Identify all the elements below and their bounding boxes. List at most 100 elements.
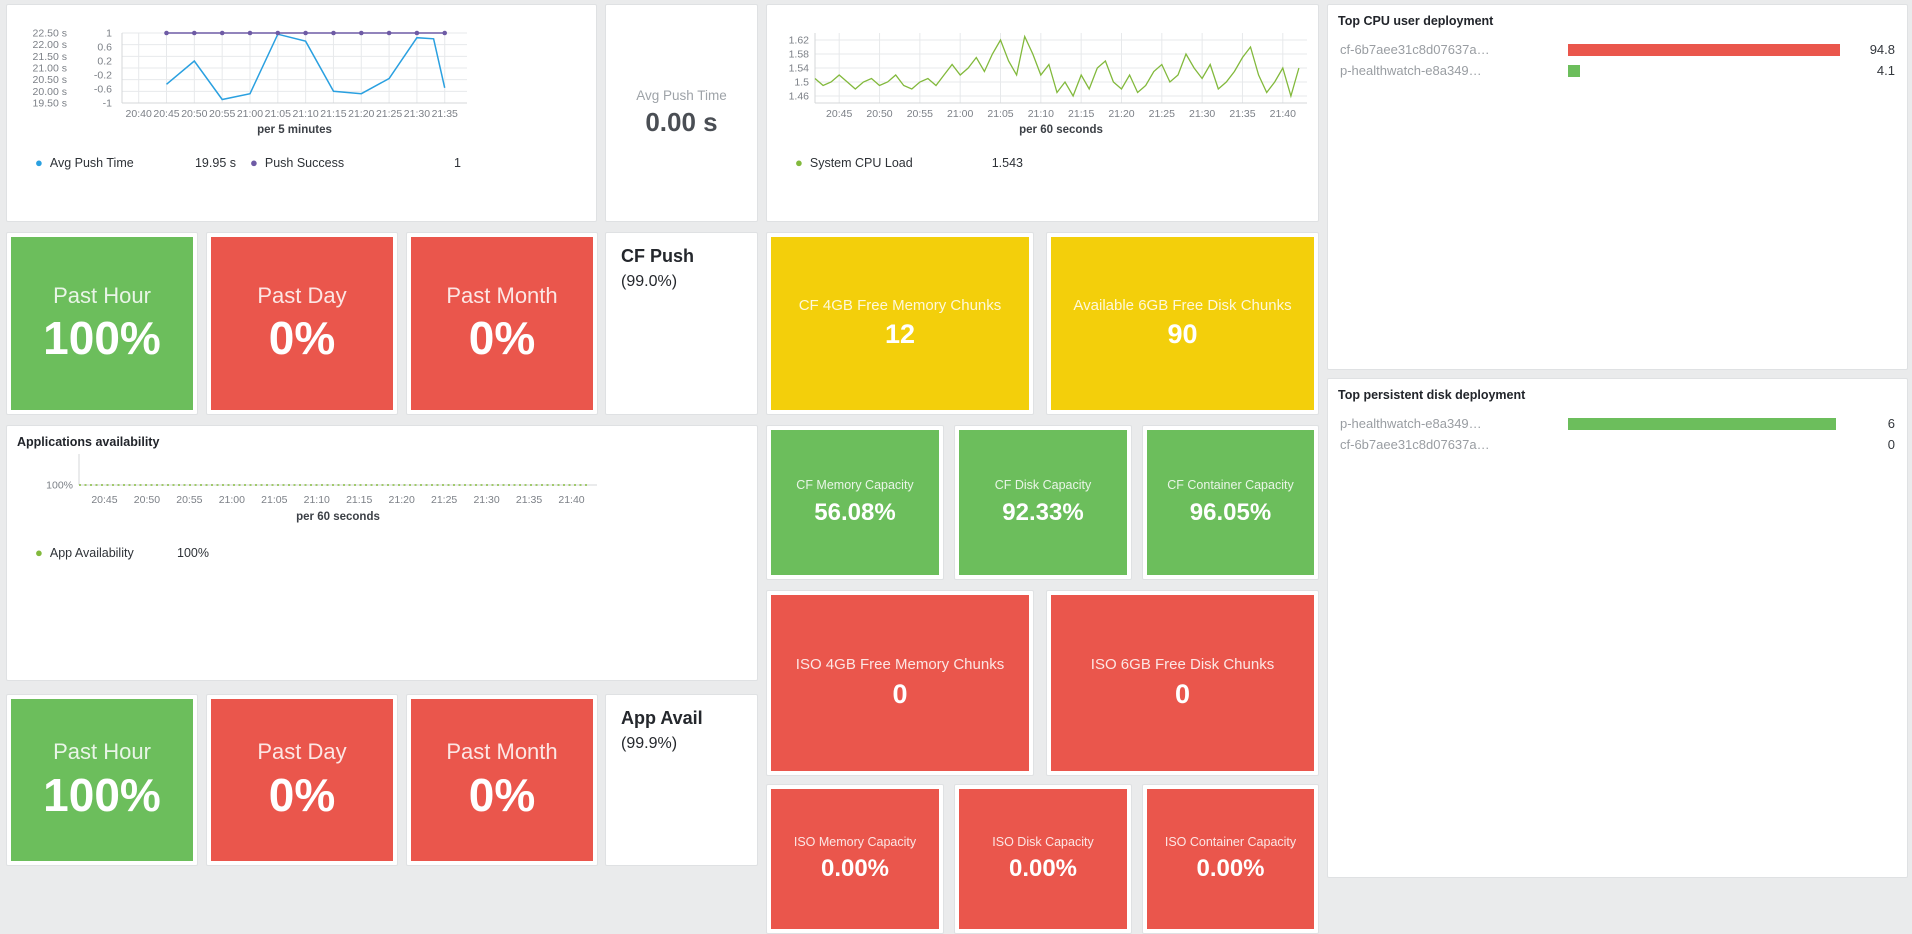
app-availability-chart-legend: ● App Availability 100% <box>7 541 757 560</box>
deployment-label: p-healthwatch-e8a349… <box>1340 63 1482 78</box>
avg-push-time-label: Avg Push Time <box>636 88 727 103</box>
tile-title: Past Hour <box>53 282 151 308</box>
svg-text:21:25: 21:25 <box>431 494 457 506</box>
tile-value: 0.00% <box>1008 855 1078 883</box>
bar-row: cf-6b7aee31c8d07637a… 0 <box>1340 434 1895 455</box>
top-disk-panel-title[interactable]: Top persistent disk deployment <box>1338 388 1526 402</box>
legend-item[interactable]: ● Avg Push Time 19.95 s <box>35 155 240 170</box>
svg-text:21:30: 21:30 <box>1189 108 1215 120</box>
panel-past-day-avail: Past Day 0% <box>206 694 398 866</box>
svg-text:-1: -1 <box>103 98 112 110</box>
svg-text:20:45: 20:45 <box>153 108 179 120</box>
apps-availability-panel-title[interactable]: Applications availability <box>17 435 160 449</box>
panel-past-hour-avail: Past Hour 100% <box>6 694 198 866</box>
system-cpu-line-chart[interactable]: 1.62 1.58 1.54 1.5 1.46 20:45 20:50 20:55 21:00 2… <box>767 5 1318 143</box>
legend-series-name: App Availability <box>49 545 134 560</box>
top-cpu-panel-title[interactable]: Top CPU user deployment <box>1338 14 1494 28</box>
dashboard: 22.50 s 22.00 s 21.50 s 21.00 s 20.50 s 20.00… <box>6 4 1908 934</box>
bar-track <box>1568 64 1843 77</box>
svg-text:21:30: 21:30 <box>404 108 430 120</box>
svg-text:per 60 seconds: per 60 seconds <box>296 511 380 523</box>
panel-iso-disk-chunks: ISO 6GB Free Disk Chunks 0 <box>1046 590 1319 776</box>
legend-series-value: 100% <box>177 545 209 560</box>
svg-text:21:15: 21:15 <box>346 494 372 506</box>
svg-text:1.54: 1.54 <box>789 63 810 75</box>
svg-text:21:00: 21:00 <box>219 494 245 506</box>
panel-top-disk-deployment: Top persistent disk deployment p-healthw… <box>1327 378 1908 878</box>
bar-track <box>1568 43 1843 56</box>
svg-text:20:40: 20:40 <box>126 108 152 120</box>
svg-text:21.50 s: 21.50 s <box>33 51 67 63</box>
tile-value: 100% <box>43 768 161 821</box>
cf-push-line-chart[interactable]: 22.50 s22.00 s21.50 s21.00 s20.50 s20.00… <box>7 5 596 143</box>
bar-fill <box>1568 64 1580 77</box>
app-avail-title: App Avail <box>621 708 703 728</box>
cf-push-subtitle: (99.0%) <box>621 273 678 290</box>
legend-dot-icon: ● <box>795 155 803 170</box>
tile-value: 0.00% <box>1196 855 1265 883</box>
svg-text:21:05: 21:05 <box>987 108 1013 120</box>
legend-item[interactable]: ● System CPU Load 1.543 <box>795 155 1027 170</box>
bar-row: cf-6b7aee31c8d07637a… 94.8 <box>1340 39 1895 60</box>
tile-title: Past Month <box>446 739 558 765</box>
svg-text:21:05: 21:05 <box>261 494 287 506</box>
panel-system-cpu-chart: 1.62 1.58 1.54 1.5 1.46 20:45 20:50 20:55 21:00 2… <box>766 4 1319 222</box>
panel-top-cpu-deployment: Top CPU user deployment cf-6b7aee31c8d07… <box>1327 4 1908 370</box>
svg-text:21:35: 21:35 <box>432 108 458 120</box>
svg-text:20:50: 20:50 <box>181 108 207 120</box>
cf-push-chart-legend: ● Avg Push Time 19.95 s ● Push Success 1 <box>7 155 596 170</box>
singlestat-past-day-avail: Past Day 0% <box>211 699 393 861</box>
legend-series-name: System CPU Load <box>809 155 913 170</box>
tile-value: 96.05% <box>1189 498 1272 526</box>
legend-item[interactable]: ● App Availability 100% <box>35 545 213 560</box>
svg-text:21:35: 21:35 <box>1229 108 1255 120</box>
panel-cf-memory-chunks: CF 4GB Free Memory Chunks 12 <box>766 232 1034 415</box>
panel-avg-push-time: Avg Push Time 0.00 s <box>605 4 758 222</box>
panel-past-hour-push: Past Hour 100% <box>6 232 198 415</box>
svg-text:21:25: 21:25 <box>1149 108 1175 120</box>
deployment-label: p-healthwatch-e8a349… <box>1340 416 1482 431</box>
deployment-label: cf-6b7aee31c8d07637a… <box>1340 437 1490 452</box>
legend-series-value: 1 <box>454 155 461 170</box>
svg-text:21:10: 21:10 <box>292 108 318 120</box>
svg-text:21.00 s: 21.00 s <box>33 63 67 75</box>
tile-value: 12 <box>884 319 916 350</box>
panel-cf-push-label: CF Push (99.0%) <box>605 232 758 415</box>
tile-title: Past Day <box>257 739 347 765</box>
bar-value: 6 <box>1887 416 1895 431</box>
panel-app-avail-label: App Avail (99.9%) <box>605 694 758 866</box>
legend-item[interactable]: ● Push Success 1 <box>250 155 465 170</box>
cf-push-title: CF Push <box>621 246 695 266</box>
svg-text:20:50: 20:50 <box>134 494 160 506</box>
singlestat-past-hour-avail: Past Hour 100% <box>11 699 193 861</box>
system-cpu-chart-legend: ● System CPU Load 1.543 <box>767 155 1318 170</box>
svg-text:21:35: 21:35 <box>516 494 542 506</box>
svg-text:20.00 s: 20.00 s <box>33 86 67 98</box>
svg-text:21:15: 21:15 <box>320 108 346 120</box>
bar-value: 0 <box>1887 437 1895 452</box>
bar-row: p-healthwatch-e8a349… 6 <box>1340 413 1895 434</box>
tile-value: 90 <box>1167 319 1198 350</box>
svg-text:22.50 s: 22.50 s <box>33 28 67 40</box>
tile-title: CF Disk Capacity <box>994 478 1092 493</box>
singlestat-iso-disk-capacity: ISO Disk Capacity 0.00% <box>959 789 1127 929</box>
tile-title: ISO Memory Capacity <box>793 834 917 849</box>
bar-fill <box>1568 43 1840 56</box>
singlestat-past-month-push: Past Month 0% <box>411 237 593 410</box>
svg-text:20:55: 20:55 <box>907 108 933 120</box>
panel-past-month-avail: Past Month 0% <box>406 694 598 866</box>
tile-value: 100% <box>43 312 161 365</box>
panel-cf-disk-capacity: CF Disk Capacity 92.33% <box>954 425 1132 580</box>
tile-title: ISO 6GB Free Disk Chunks <box>1090 656 1275 674</box>
tile-title: Past Month <box>446 282 558 308</box>
singlestat-past-month-avail: Past Month 0% <box>411 699 593 861</box>
tile-title: CF Memory Capacity <box>796 478 914 493</box>
singlestat-cf-container-capacity: CF Container Capacity 96.05% <box>1147 430 1314 575</box>
top-cpu-bar-chart: cf-6b7aee31c8d07637a… 94.8 p-healthwatch-e… <box>1328 28 1907 81</box>
tile-title: ISO Container Capacity <box>1164 834 1297 849</box>
tile-title: Past Hour <box>53 739 151 765</box>
svg-text:21:30: 21:30 <box>473 494 499 506</box>
app-availability-line-chart[interactable]: 100% 20:45 20:50 20:55 21:00 21:05 21:10 21:15 2… <box>7 449 751 529</box>
tile-title: Past Day <box>257 282 347 308</box>
svg-text:-0.6: -0.6 <box>94 84 112 96</box>
